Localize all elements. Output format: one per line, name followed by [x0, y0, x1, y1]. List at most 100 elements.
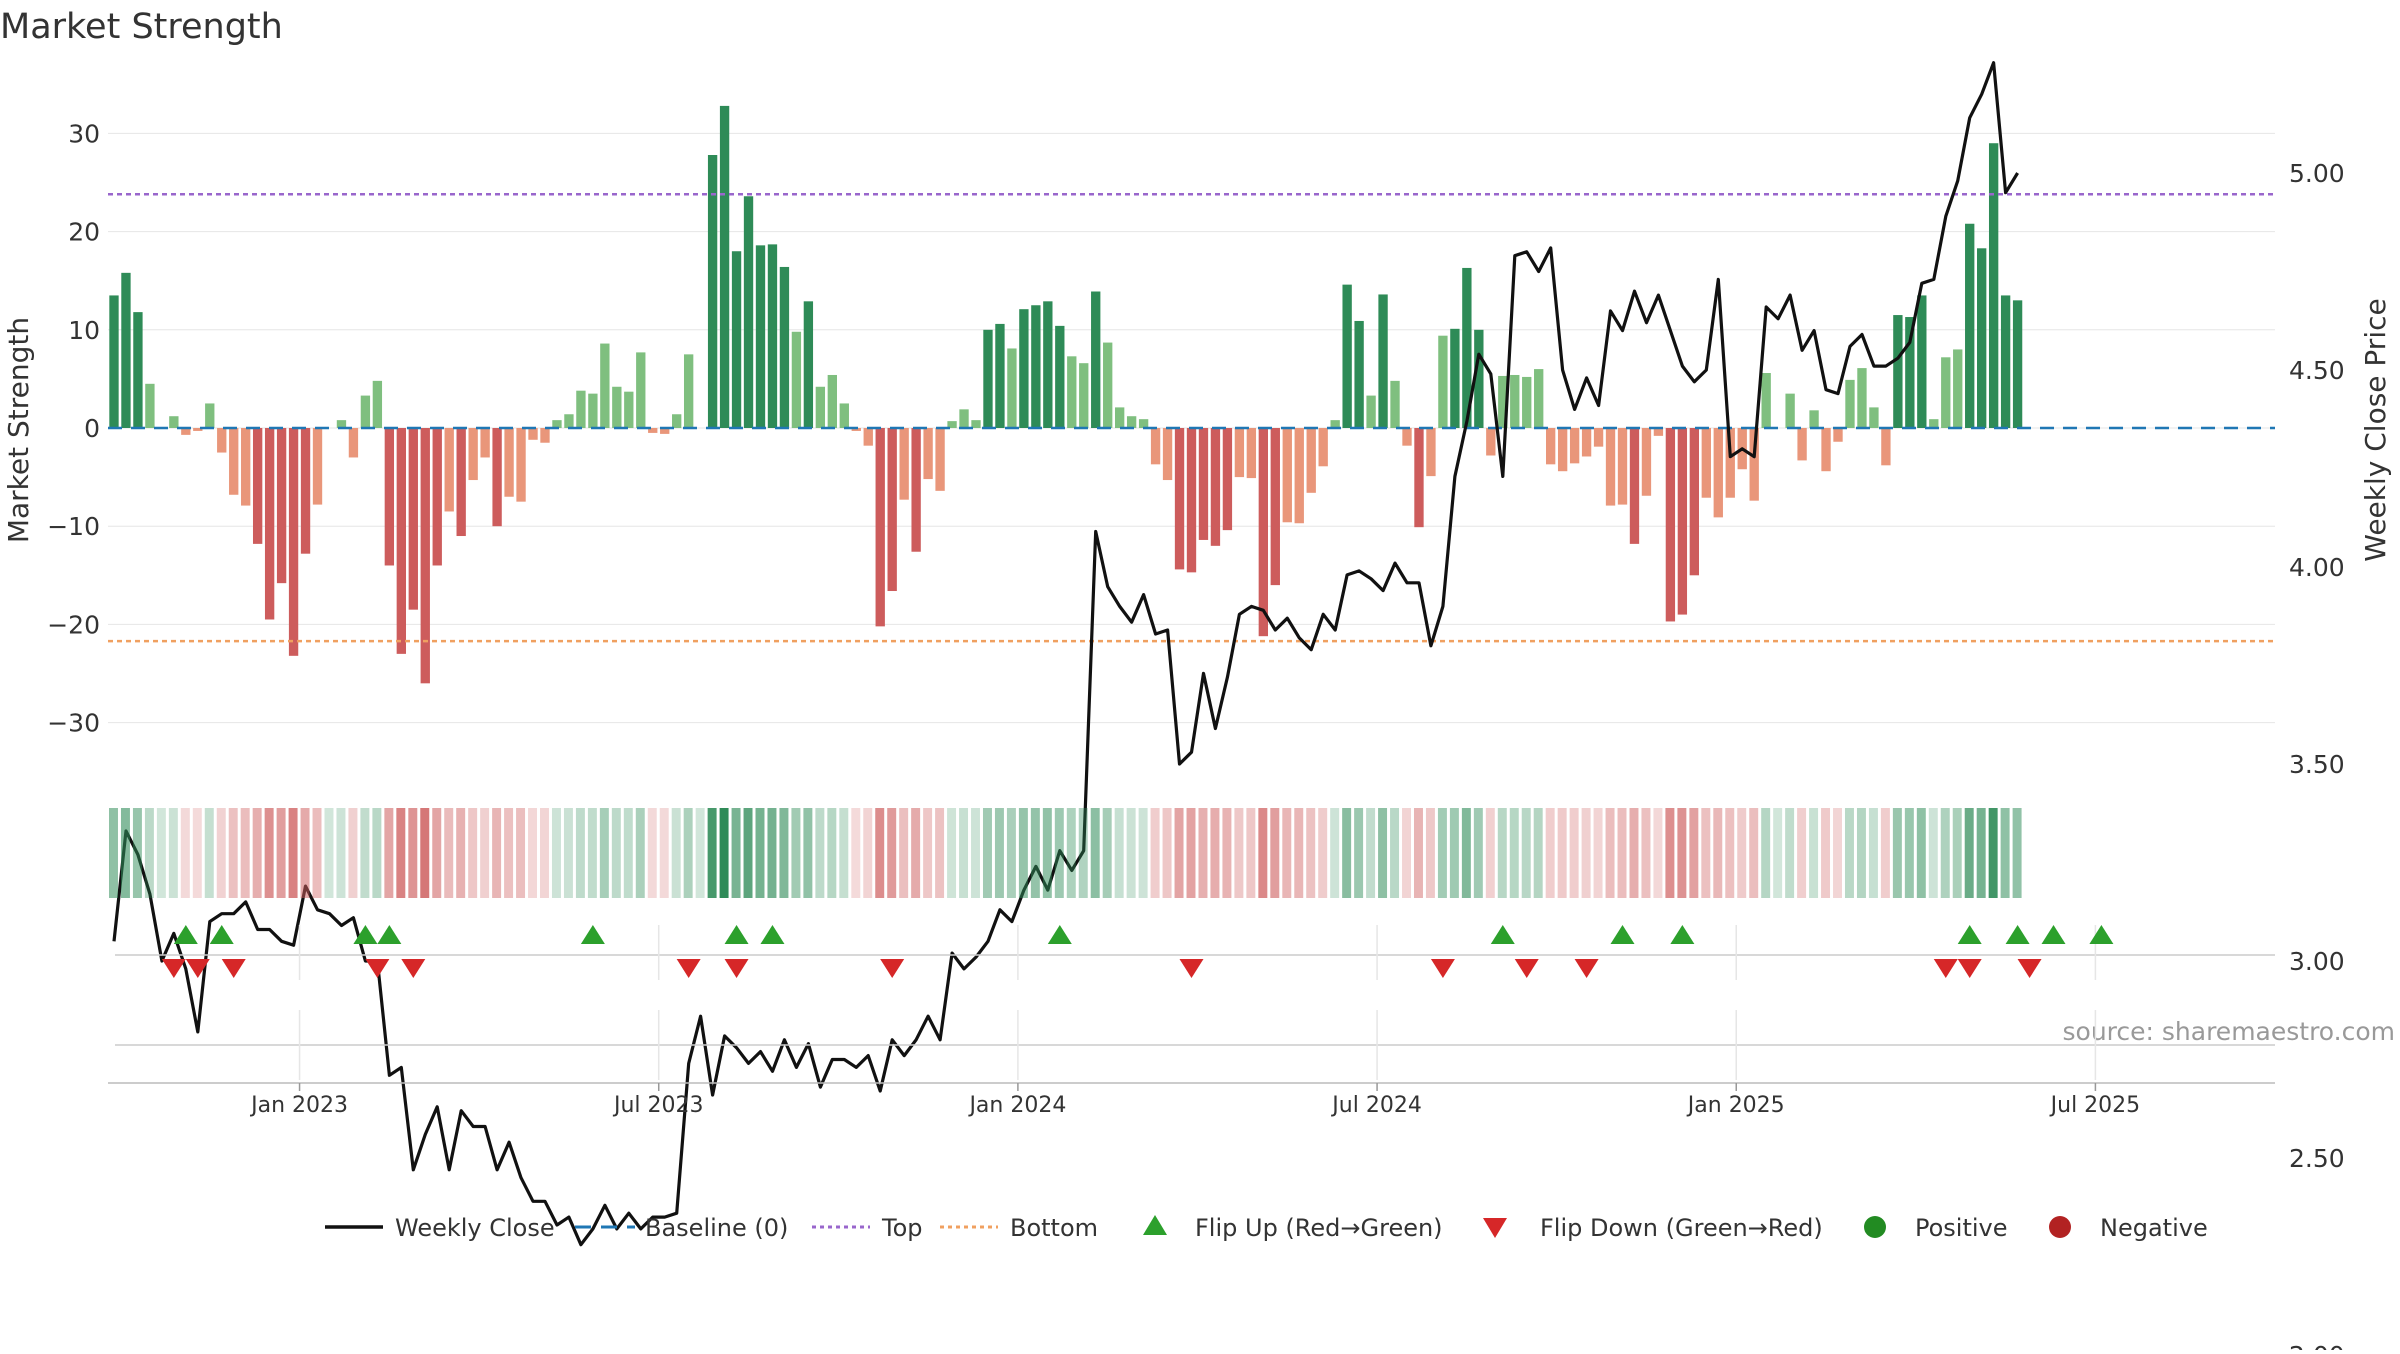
flip-up-marker [2041, 925, 2066, 944]
strength-bar [1103, 342, 1113, 428]
strength-bar [863, 428, 873, 446]
heat-cell [1378, 808, 1388, 898]
strength-bar [959, 409, 969, 428]
heat-cell [827, 808, 837, 898]
heat-cell [971, 808, 980, 898]
heat-cell [1126, 808, 1136, 898]
flip-up-marker [760, 925, 785, 944]
strength-bar [516, 428, 526, 502]
x-tick-label: Jan 2025 [1686, 1093, 1785, 1118]
strength-heat-strip [109, 808, 2022, 898]
strength-bar [1330, 420, 1340, 428]
strength-bar [1965, 223, 1975, 428]
source-note: source: sharemaestro.com [2063, 1017, 2396, 1046]
strength-bar [1186, 428, 1197, 573]
heat-cell [551, 808, 561, 898]
heat-cell [1749, 808, 1759, 898]
heat-cell [659, 808, 669, 898]
strength-bar [372, 380, 383, 428]
heat-cell [683, 808, 693, 898]
heat-cell [240, 808, 250, 898]
flip-down-marker [221, 959, 246, 978]
y-tick-label-left: 20 [68, 218, 100, 247]
strength-bar [1665, 428, 1676, 622]
strength-bar [719, 105, 730, 429]
heat-cell [1545, 808, 1555, 898]
heat-cell [1390, 808, 1400, 898]
strength-bar [1581, 428, 1592, 457]
heat-cell [504, 808, 514, 898]
strength-bar [492, 428, 502, 527]
legend-label: Weekly Close [395, 1214, 555, 1242]
strength-bar [1402, 428, 1412, 446]
heat-cell [1234, 808, 1244, 898]
strength-bar [181, 428, 191, 435]
flip-up-marker [209, 925, 234, 944]
strength-bar [121, 272, 131, 428]
heat-cell [1581, 808, 1591, 898]
strength-bar [564, 414, 574, 428]
strength-bar [1366, 395, 1376, 428]
strength-bar [540, 428, 550, 443]
flip-up-marker [173, 925, 198, 944]
strength-bar [636, 352, 646, 428]
strength-bar [1126, 416, 1137, 428]
heat-cell [396, 808, 406, 898]
heat-cell [1785, 808, 1795, 898]
heat-cell [875, 808, 885, 898]
strength-bar [1246, 428, 1257, 479]
strength-bar [1222, 428, 1233, 531]
strength-bar [1174, 428, 1185, 570]
flip-down-marker [401, 959, 426, 978]
strength-bar [1821, 428, 1831, 472]
strength-bar [1725, 428, 1735, 498]
heat-cell [1689, 808, 1699, 898]
flip-down-marker [161, 959, 186, 978]
heat-cell [1246, 808, 1256, 898]
y-tick-label-right: 4.00 [2289, 553, 2345, 582]
heat-cell [743, 808, 753, 898]
strength-bar [1534, 369, 1544, 428]
heat-cell [1880, 808, 1890, 898]
legend: Weekly Close Baseline (0) Top Bottom Flip Up… [325, 1214, 2208, 1242]
heat-cell [899, 808, 909, 898]
heat-cell [1473, 808, 1483, 898]
strength-bar [205, 403, 215, 428]
heat-cell [204, 808, 214, 898]
strength-bar [851, 428, 861, 431]
strength-bar [1701, 428, 1711, 498]
x-tick-label: Jul 2023 [612, 1093, 704, 1118]
axes: 30 20 10 0 −10 −20 −30 2.00 2.50 3.00 3.50 4.00 4.50… [47, 119, 2345, 1354]
legend-swatch-flip-down [1483, 1218, 1507, 1238]
strength-bar [1510, 374, 1520, 428]
strength-bar [1486, 428, 1496, 456]
strength-bar [336, 420, 347, 428]
heat-cell [1306, 808, 1316, 898]
heat-cell [360, 808, 370, 898]
strength-bar [1977, 248, 1987, 428]
heat-cell [1150, 808, 1160, 898]
strength-bar [264, 428, 275, 620]
heat-cell [1162, 808, 1172, 898]
heat-cell [575, 808, 585, 898]
heat-cell [1425, 808, 1435, 898]
heat-cell [1665, 808, 1675, 898]
strength-bar [384, 428, 395, 566]
heat-cell [1797, 808, 1807, 898]
strength-bar [1258, 428, 1269, 637]
heat-cell [1198, 808, 1208, 898]
heat-cell [1533, 808, 1543, 898]
strength-bar [2012, 300, 2023, 428]
strength-bar [971, 420, 981, 428]
heat-cell [408, 808, 418, 898]
strength-bar [839, 403, 849, 428]
heat-cell [959, 808, 969, 898]
heat-cell [791, 808, 801, 898]
heat-cell [1809, 808, 1819, 898]
strength-bar [420, 428, 430, 684]
heat-cell [839, 808, 849, 898]
strength-bar [1306, 428, 1316, 493]
strength-bar [1785, 393, 1795, 428]
strength-bar [1294, 428, 1304, 524]
heat-cell [288, 808, 298, 898]
